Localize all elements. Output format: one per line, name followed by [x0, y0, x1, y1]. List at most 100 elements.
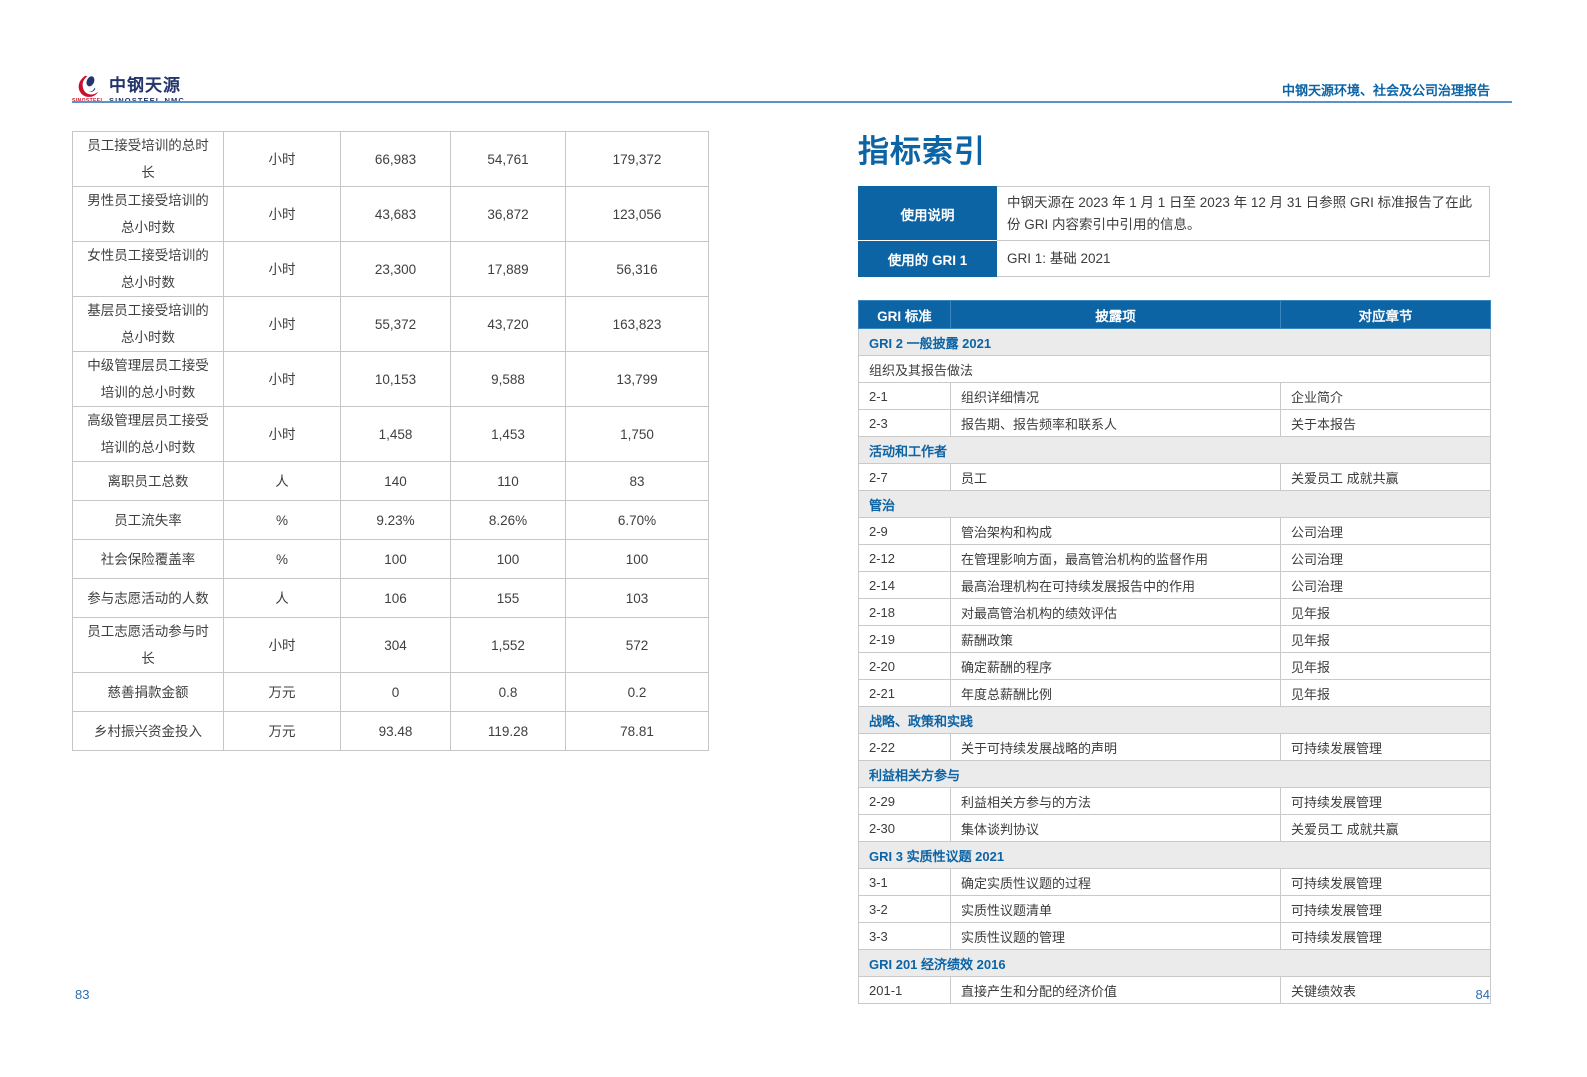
- report-header-title: 中钢天源环境、社会及公司治理报告: [1281, 83, 1490, 98]
- gri-disclosure: 最高治理机构在可持续发展报告中的作用: [950, 571, 1281, 599]
- gri-id: 2-21: [858, 679, 951, 707]
- page-number-left: 83: [75, 987, 90, 1002]
- metric-unit: 小时: [223, 186, 341, 242]
- section-label: 战略、政策和实践: [858, 706, 1491, 734]
- metric-unit: 人: [223, 461, 341, 501]
- gri-disclosure: 年度总薪酬比例: [950, 679, 1281, 707]
- metric-value: 17,889: [450, 241, 566, 297]
- table-row: 基层员工接受培训的总小时数 小时 55,372 43,720 163,823: [72, 296, 709, 352]
- metric-unit: 万元: [223, 672, 341, 712]
- gri-disclosure: 直接产生和分配的经济价值: [950, 976, 1281, 1004]
- table-row: 员工志愿活动参与时长 小时 304 1,552 572: [72, 617, 709, 673]
- metric-value: 1,453: [450, 406, 566, 462]
- metric-value: 23,300: [340, 241, 451, 297]
- table-row: 高级管理层员工接受培训的总小时数 小时 1,458 1,453 1,750: [72, 406, 709, 462]
- kpi-table: 员工接受培训的总时长 小时 66,983 54,761 179,372 男性员工…: [72, 131, 709, 751]
- metric-unit: 小时: [223, 406, 341, 462]
- gri-id: 2-9: [858, 517, 951, 545]
- metric-value: 83: [565, 461, 709, 501]
- metric-value: 100: [340, 539, 451, 579]
- gri-disclosure: 员工: [950, 463, 1281, 491]
- gri-section-row: GRI 3 实质性议题 2021: [858, 841, 1491, 869]
- gri-chapter: 可持续发展管理: [1280, 922, 1491, 950]
- metric-value: 6.70%: [565, 500, 709, 540]
- gri-data-row: 3-2 实质性议题清单 可持续发展管理: [858, 895, 1491, 923]
- metric-value: 0.8: [450, 672, 566, 712]
- gri-chapter: 关于本报告: [1280, 409, 1491, 437]
- subsection-label: 组织及其报告做法: [858, 355, 1491, 383]
- gri-chapter: 可持续发展管理: [1280, 868, 1491, 896]
- section-label: GRI 201 经济绩效 2016: [858, 949, 1491, 977]
- metric-value: 1,750: [565, 406, 709, 462]
- section-label: 管治: [858, 490, 1491, 518]
- gri-data-row: 2-14 最高治理机构在可持续发展报告中的作用 公司治理: [858, 571, 1491, 599]
- logo-name-cn: 中钢天源: [109, 76, 181, 95]
- gri-chapter: 企业简介: [1280, 382, 1491, 410]
- col-header-chapter: 对应章节: [1280, 300, 1491, 329]
- metric-name: 员工流失率: [72, 500, 224, 540]
- logo-mark: SINOSTEEL: [72, 74, 104, 104]
- metric-value: 0: [340, 672, 451, 712]
- metric-value: 123,056: [565, 186, 709, 242]
- index-page: 指标索引 使用说明 中钢天源在 2023 年 1 月 1 日至 2023 年 1…: [858, 126, 1491, 1004]
- gri-usage-box: 使用说明 中钢天源在 2023 年 1 月 1 日至 2023 年 12 月 3…: [858, 186, 1490, 277]
- gri-id: 2-14: [858, 571, 951, 599]
- metric-name: 乡村振兴资金投入: [72, 711, 224, 751]
- table-row: 离职员工总数 人 140 110 83: [72, 461, 709, 501]
- metric-value: 100: [565, 539, 709, 579]
- gri-disclosure: 在管理影响方面，最高管治机构的监督作用: [950, 544, 1281, 572]
- gri-data-row: 2-12 在管理影响方面，最高管治机构的监督作用 公司治理: [858, 544, 1491, 572]
- gri-id: 2-29: [858, 787, 951, 815]
- table-row: 使用的 GRI 1 GRI 1: 基础 2021: [858, 240, 1490, 277]
- gri-chapter: 可持续发展管理: [1280, 733, 1491, 761]
- metric-name: 基层员工接受培训的总小时数: [72, 296, 224, 352]
- metric-value: 304: [340, 617, 451, 673]
- metric-value: 1,458: [340, 406, 451, 462]
- metric-value: 119.28: [450, 711, 566, 751]
- gri-chapter: 可持续发展管理: [1280, 787, 1491, 815]
- metric-name: 员工接受培训的总时长: [72, 131, 224, 187]
- gri-chapter: 见年报: [1280, 679, 1491, 707]
- metric-unit: 小时: [223, 351, 341, 407]
- sinosteel-logo-icon: [78, 75, 98, 97]
- metric-unit: 小时: [223, 617, 341, 673]
- gri1-label: 使用的 GRI 1: [858, 240, 997, 277]
- metric-value: 9,588: [450, 351, 566, 407]
- page-number-right: 84: [1475, 987, 1490, 1002]
- section-label: GRI 3 实质性议题 2021: [858, 841, 1491, 869]
- gri-chapter: 公司治理: [1280, 517, 1491, 545]
- gri-section-row: GRI 2 一般披露 2021: [858, 328, 1491, 356]
- gri-disclosure: 确定薪酬的程序: [950, 652, 1281, 680]
- metric-value: 43,683: [340, 186, 451, 242]
- usage-label: 使用说明: [858, 186, 997, 241]
- metric-value: 106: [340, 578, 451, 618]
- metric-value: 0.2: [565, 672, 709, 712]
- gri-chapter: 公司治理: [1280, 544, 1491, 572]
- gri-data-row: 2-22 关于可持续发展战略的声明 可持续发展管理: [858, 733, 1491, 761]
- metric-value: 179,372: [565, 131, 709, 187]
- metric-value: 155: [450, 578, 566, 618]
- metric-name: 慈善捐款金额: [72, 672, 224, 712]
- gri-data-row: 2-30 集体谈判协议 关爱员工 成就共赢: [858, 814, 1491, 842]
- metric-value: 93.48: [340, 711, 451, 751]
- gri-id: 2-30: [858, 814, 951, 842]
- gri-data-row: 3-3 实质性议题的管理 可持续发展管理: [858, 922, 1491, 950]
- gri1-value: GRI 1: 基础 2021: [996, 240, 1490, 277]
- header-divider: [72, 101, 1512, 103]
- gri-chapter: 见年报: [1280, 598, 1491, 626]
- table-row: 慈善捐款金额 万元 0 0.8 0.2: [72, 672, 709, 712]
- gri-section-row: GRI 201 经济绩效 2016: [858, 949, 1491, 977]
- gri-disclosure: 对最高管治机构的绩效评估: [950, 598, 1281, 626]
- metric-name: 高级管理层员工接受培训的总小时数: [72, 406, 224, 462]
- metric-name: 男性员工接受培训的总小时数: [72, 186, 224, 242]
- gri-data-row: 201-1 直接产生和分配的经济价值 关键绩效表: [858, 976, 1491, 1004]
- gri-chapter: 公司治理: [1280, 571, 1491, 599]
- gri-id: 2-18: [858, 598, 951, 626]
- table-row: 员工接受培训的总时长 小时 66,983 54,761 179,372: [72, 131, 709, 187]
- logo-name-en: SINOSTEEL NMC: [109, 96, 185, 105]
- usage-value: 中钢天源在 2023 年 1 月 1 日至 2023 年 12 月 31 日参照…: [996, 186, 1490, 241]
- gri-disclosure: 集体谈判协议: [950, 814, 1281, 842]
- gri-subsection-row: 组织及其报告做法: [858, 355, 1491, 383]
- gri-chapter: 可持续发展管理: [1280, 895, 1491, 923]
- gri-id: 2-12: [858, 544, 951, 572]
